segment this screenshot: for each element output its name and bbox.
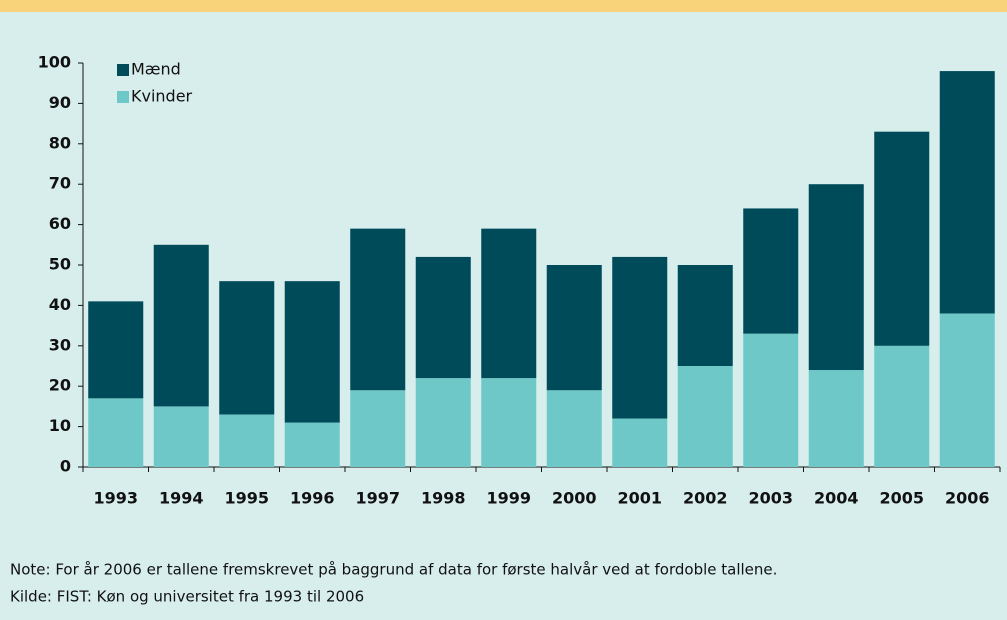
top-band (0, 0, 1007, 12)
y-tick-label: 50 (49, 255, 71, 274)
bar (546, 265, 602, 391)
legend-label: Kvinder (131, 87, 193, 106)
bar (939, 71, 995, 314)
bar (612, 418, 668, 467)
bar (481, 228, 537, 379)
bar (415, 378, 471, 467)
bar (284, 422, 340, 467)
bar (88, 398, 144, 467)
bar (939, 313, 995, 467)
y-tick-label: 40 (49, 295, 71, 314)
y-tick-label: 80 (49, 133, 71, 152)
legend-swatch (117, 64, 129, 76)
bar (350, 228, 406, 391)
bar (481, 378, 537, 467)
bar (546, 390, 602, 467)
source: Kilde: FIST: Køn og universitet fra 1993… (10, 588, 364, 606)
legend-swatch (117, 91, 129, 103)
x-tick-label: 2003 (748, 489, 793, 508)
y-tick-label: 60 (49, 214, 71, 233)
bar (743, 208, 799, 334)
x-tick-label: 1996 (290, 489, 335, 508)
bar (284, 281, 340, 423)
bar (874, 345, 930, 467)
y-tick-label: 30 (49, 335, 71, 354)
x-tick-label: 1994 (159, 489, 204, 508)
x-tick-label: 2004 (814, 489, 859, 508)
x-tick-label: 2000 (552, 489, 597, 508)
bar (874, 131, 930, 346)
bar (415, 256, 471, 379)
bar (153, 244, 209, 407)
bar (743, 333, 799, 467)
bar (808, 184, 864, 371)
bar (677, 265, 733, 366)
bar (677, 366, 733, 467)
x-tick-label: 1995 (224, 489, 269, 508)
note: Note: For år 2006 er tallene fremskrevet… (10, 561, 777, 579)
bar (219, 414, 275, 467)
x-tick-label: 1993 (93, 489, 138, 508)
x-tick-label: 2006 (945, 489, 990, 508)
bar (153, 406, 209, 467)
bar (808, 370, 864, 467)
bar (612, 256, 668, 419)
x-tick-label: 1998 (421, 489, 466, 508)
y-tick-label: 100 (38, 53, 71, 72)
y-tick-label: 20 (49, 376, 71, 395)
bar (350, 390, 406, 467)
x-tick-label: 1997 (355, 489, 400, 508)
bar (88, 301, 144, 399)
y-tick-label: 10 (49, 416, 71, 435)
legend-label: Mænd (131, 60, 181, 79)
x-tick-label: 1999 (486, 489, 531, 508)
y-tick-label: 70 (49, 174, 71, 193)
x-tick-label: 2005 (879, 489, 924, 508)
x-tick-label: 2001 (617, 489, 662, 508)
y-tick-label: 90 (49, 93, 71, 112)
bar (219, 281, 275, 415)
x-tick-label: 2002 (683, 489, 728, 508)
y-tick-label: 0 (60, 457, 71, 476)
